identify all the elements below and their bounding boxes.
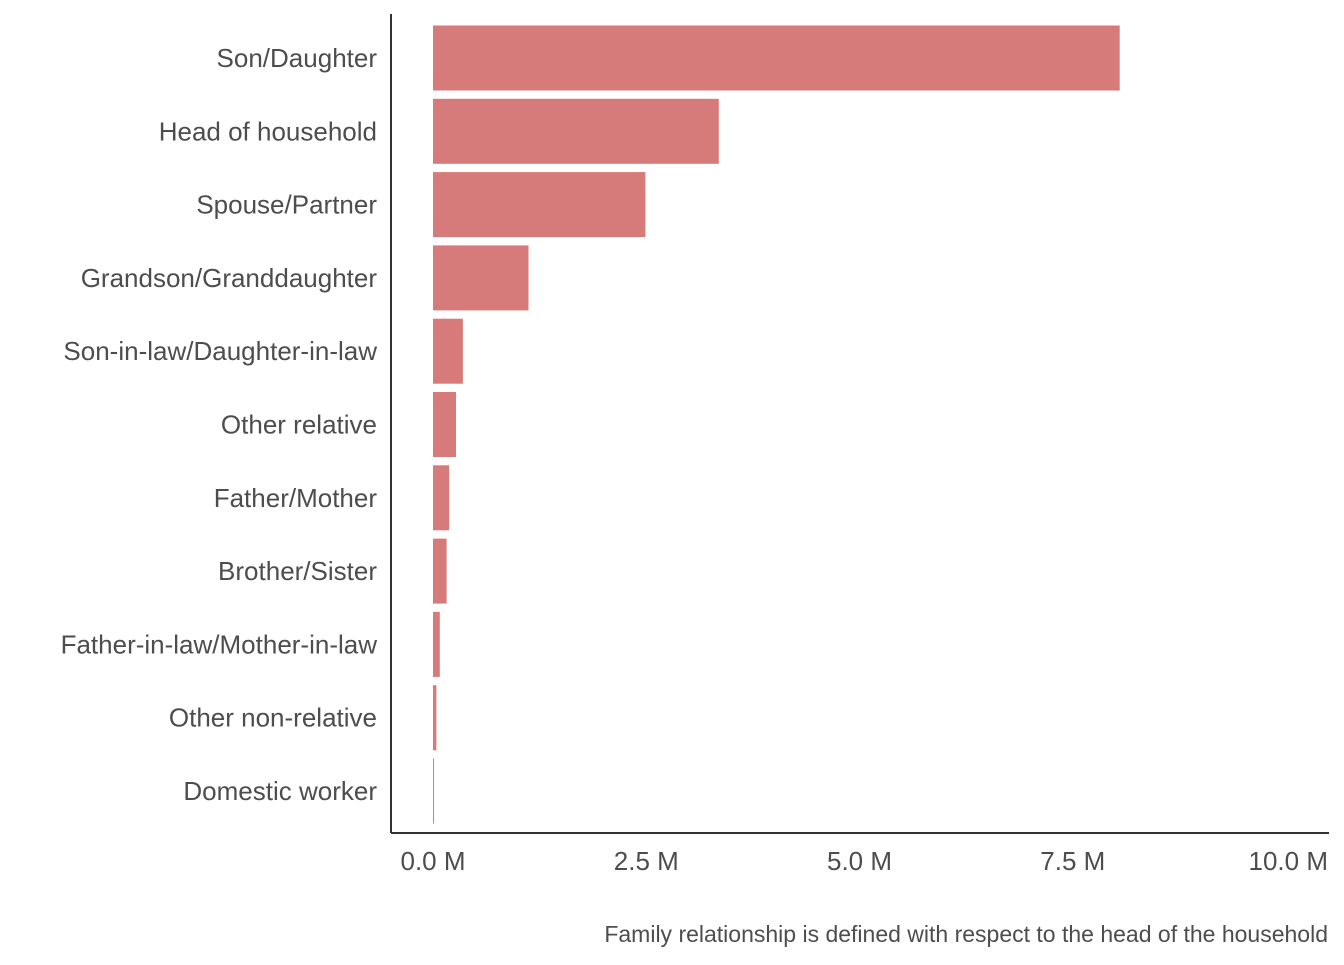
y-tick-label: Head of household: [159, 116, 377, 146]
bar: [433, 245, 529, 311]
chart-caption: Family relationship is defined with resp…: [604, 921, 1328, 947]
x-tick-label: 10.0 M: [1249, 846, 1329, 876]
bar: [433, 465, 450, 531]
y-tick-label: Other non-relative: [169, 703, 377, 733]
x-tick-label: 5.0 M: [827, 846, 892, 876]
bar: [433, 611, 440, 677]
y-tick-label: Other relative: [221, 410, 377, 440]
bar: [433, 685, 437, 751]
y-tick-label: Domestic worker: [183, 776, 377, 806]
y-tick-label: Spouse/Partner: [196, 190, 377, 220]
y-axis-labels: Son/Daughter Head of household Spouse/Part…: [61, 43, 378, 806]
bar: [433, 758, 434, 824]
bar: [433, 538, 447, 604]
bar: [433, 172, 646, 238]
y-tick-label: Brother/Sister: [218, 556, 377, 586]
x-tick-label: 7.5 M: [1040, 846, 1105, 876]
bar: [433, 392, 456, 457]
bar: [433, 98, 719, 164]
y-tick-label: Grandson/Granddaughter: [81, 263, 378, 293]
bar: [433, 25, 1120, 91]
y-tick-label: Son-in-law/Daughter-in-law: [63, 336, 377, 366]
bars-group: [433, 25, 1120, 824]
y-tick-label: Father-in-law/Mother-in-law: [61, 629, 378, 659]
x-axis-labels: 0.0 M 2.5 M 5.0 M 7.5 M 10.0 M: [400, 846, 1328, 876]
x-tick-label: 2.5 M: [614, 846, 679, 876]
x-tick-label: 0.0 M: [400, 846, 465, 876]
bar: [433, 318, 463, 384]
y-tick-label: Son/Daughter: [217, 43, 378, 73]
y-tick-label: Father/Mother: [214, 483, 378, 513]
